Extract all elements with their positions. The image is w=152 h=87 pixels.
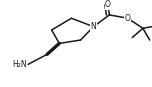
Text: O: O bbox=[125, 14, 131, 23]
Text: O: O bbox=[105, 0, 111, 9]
Text: H₂N: H₂N bbox=[12, 60, 27, 69]
Text: N: N bbox=[91, 22, 96, 31]
